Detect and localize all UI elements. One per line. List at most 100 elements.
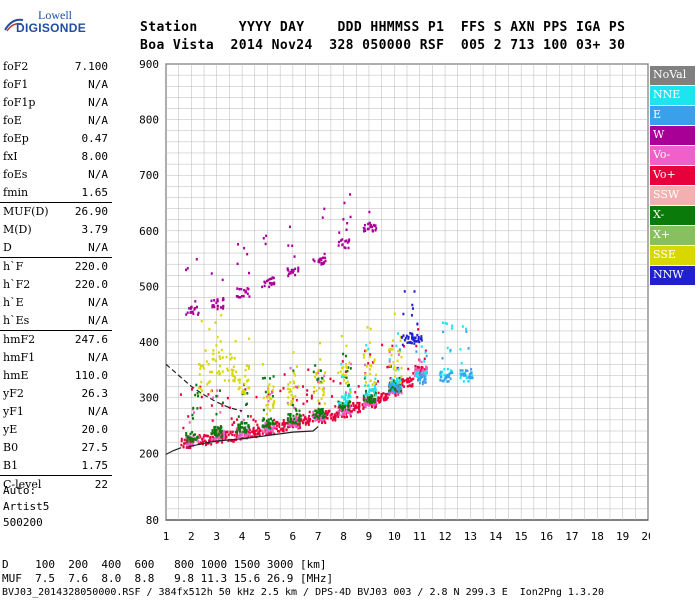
data-point [310,397,313,400]
data-point [356,401,359,405]
data-point [248,428,251,432]
data-point [412,336,415,339]
data-point [239,423,242,426]
data-point [408,379,411,383]
data-point [252,418,255,422]
data-point [401,380,404,383]
data-point [323,416,326,419]
data-point [189,437,192,441]
data-point [345,400,348,403]
data-point [347,384,350,387]
data-point [196,407,199,410]
data-point [339,239,342,242]
data-point [211,304,214,307]
data-point [238,430,241,433]
data-point [220,429,223,433]
data-point [289,413,292,417]
data-point [470,371,473,374]
data-point [267,418,270,421]
data-point [407,337,410,340]
data-point [374,394,377,397]
data-point [266,412,269,416]
data-point [212,435,215,439]
data-point [341,410,344,413]
data-point [352,404,355,408]
data-point [251,435,254,438]
data-point [267,422,270,426]
data-point [423,381,426,384]
data-point [221,404,224,407]
data-point [236,429,239,432]
data-point [410,341,413,345]
data-point [462,380,465,383]
param-name: MUF(D) [3,205,49,218]
data-point [211,419,214,422]
data-point [421,380,424,384]
data-point [292,395,295,399]
param-name: M(D) [3,223,32,236]
data-point [310,394,313,398]
data-point [365,400,368,404]
data-point [291,271,294,274]
data-point [459,376,462,380]
data-point [370,389,373,392]
x-tick-label: 15 [515,530,528,543]
data-point [282,421,285,424]
data-point [290,419,293,422]
data-point [326,412,329,415]
data-point [288,422,291,425]
data-point [317,420,320,423]
data-point [338,231,341,234]
data-point [345,376,348,379]
data-point [198,433,201,437]
data-point [318,414,321,417]
data-point [378,396,381,400]
data-point [196,391,199,395]
data-point [308,414,311,418]
data-point [349,388,352,391]
data-point [242,430,245,433]
data-point [238,287,241,291]
data-point [202,435,205,439]
data-point [205,434,208,438]
data-point [341,413,344,417]
data-point [264,424,267,428]
data-point [286,425,289,429]
data-point [285,422,288,425]
data-point [322,414,325,418]
data-point [265,423,268,427]
data-point [390,353,393,357]
data-point [182,426,185,430]
data-point [348,239,351,243]
data-point [248,431,251,435]
data-point [306,419,309,423]
param-row: C-level 22 [0,475,112,494]
data-point [267,393,270,396]
data-point [199,387,202,390]
data-point [417,336,420,339]
data-point [373,381,376,384]
data-point [247,431,250,434]
data-point [187,436,190,439]
data-point [286,401,289,405]
data-point [247,428,250,431]
data-point [215,344,218,347]
data-point [398,381,401,384]
param-row: foF1 N/A [0,76,112,94]
data-point [332,379,335,383]
data-point [294,267,297,271]
data-point [317,417,320,420]
data-point [287,274,290,278]
data-point [308,420,311,423]
data-point [349,367,352,370]
data-point [334,415,337,418]
data-point [420,369,423,373]
data-point [368,210,371,214]
data-point [207,393,210,396]
param-row: foE N/A [0,112,112,130]
data-point [402,378,405,382]
data-point [391,348,394,351]
data-point [389,377,392,380]
data-point [302,402,305,406]
data-point [243,421,246,425]
